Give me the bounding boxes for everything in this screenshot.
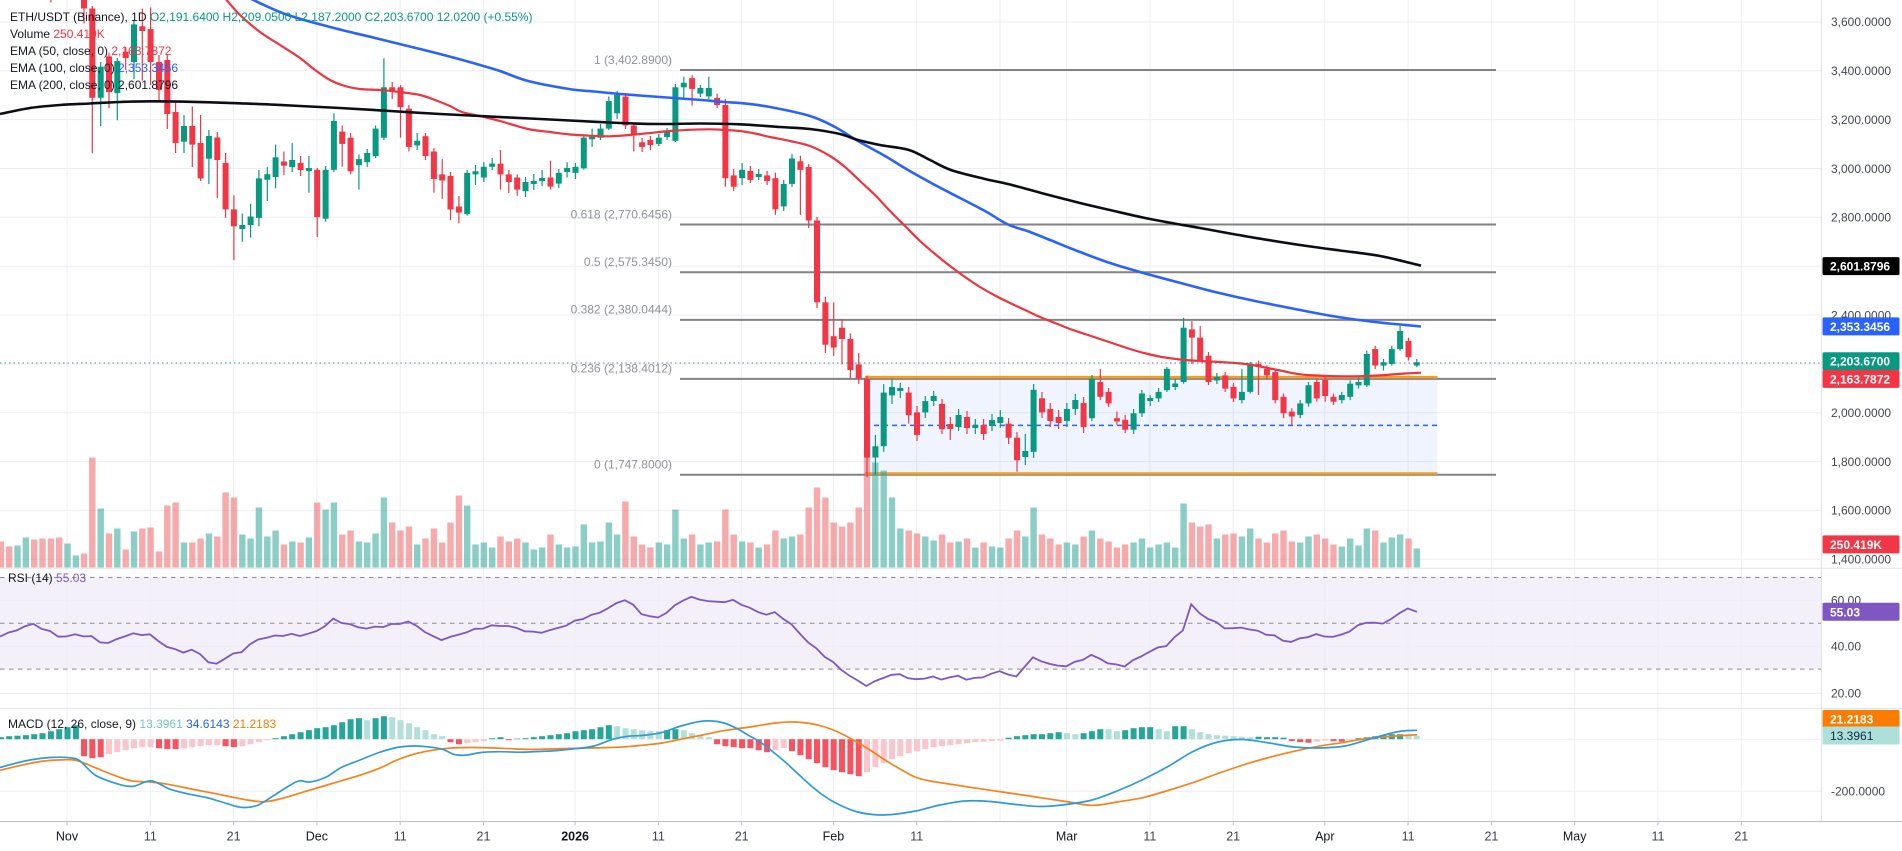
svg-text:21: 21 <box>227 830 241 844</box>
svg-text:3,000.0000: 3,000.0000 <box>1831 162 1891 176</box>
svg-text:3,400.0000: 3,400.0000 <box>1831 64 1891 78</box>
svg-text:Feb: Feb <box>823 830 845 844</box>
svg-text:ETH/USDT (Binance), 1D O2,191: ETH/USDT (Binance), 1D O2,191.6400 H2,20… <box>10 10 532 24</box>
svg-text:11: 11 <box>1652 830 1665 844</box>
svg-text:Apr: Apr <box>1315 830 1334 844</box>
svg-text:2,000.0000: 2,000.0000 <box>1831 406 1891 420</box>
svg-text:Dec: Dec <box>306 830 328 844</box>
svg-text:2,203.6700: 2,203.6700 <box>1830 355 1890 369</box>
svg-text:3,600.0000: 3,600.0000 <box>1831 15 1891 29</box>
svg-text:21: 21 <box>477 830 491 844</box>
svg-text:11: 11 <box>394 830 407 844</box>
svg-text:40.00: 40.00 <box>1831 640 1861 654</box>
svg-text:11: 11 <box>1143 830 1156 844</box>
svg-text:21.2183: 21.2183 <box>1830 713 1874 727</box>
svg-text:Mar: Mar <box>1056 830 1078 844</box>
svg-text:13.3961: 13.3961 <box>1830 729 1874 743</box>
svg-text:55.03: 55.03 <box>1830 605 1860 619</box>
svg-text:11: 11 <box>910 830 923 844</box>
svg-text:2,353.3456: 2,353.3456 <box>1830 320 1890 334</box>
svg-text:0.236 (2,138.4012): 0.236 (2,138.4012) <box>571 362 672 376</box>
svg-text:MACD (12, 26, close, 9) 13.39: MACD (12, 26, close, 9) 13.3961 34.6143 … <box>8 717 277 731</box>
svg-text:0.5 (2,575.3450): 0.5 (2,575.3450) <box>584 255 672 269</box>
svg-text:11: 11 <box>652 830 665 844</box>
svg-text:2,800.0000: 2,800.0000 <box>1831 211 1891 225</box>
svg-text:2,601.8796: 2,601.8796 <box>1830 260 1890 274</box>
svg-text:0.382 (2,380.0444): 0.382 (2,380.0444) <box>571 303 672 317</box>
svg-text:1 (3,402.8900): 1 (3,402.8900) <box>594 53 672 67</box>
svg-text:Nov: Nov <box>56 830 79 844</box>
svg-text:20.00: 20.00 <box>1831 687 1861 701</box>
svg-text:May: May <box>1563 830 1587 844</box>
svg-text:EMA (100, close, 0) 2,353.345: EMA (100, close, 0) 2,353.3456 <box>10 61 178 75</box>
svg-text:21: 21 <box>1734 830 1748 844</box>
svg-text:11: 11 <box>1402 830 1415 844</box>
svg-text:2,163.7872: 2,163.7872 <box>1830 372 1890 386</box>
svg-text:2026: 2026 <box>561 830 589 844</box>
svg-text:21: 21 <box>735 830 749 844</box>
svg-text:EMA (200, close, 0) 2,601.879: EMA (200, close, 0) 2,601.8796 <box>10 78 178 92</box>
svg-text:1,400.0000: 1,400.0000 <box>1831 553 1891 567</box>
svg-text:250.419K: 250.419K <box>1830 538 1882 552</box>
svg-text:1,800.0000: 1,800.0000 <box>1831 455 1891 469</box>
svg-text:EMA (50, close, 0) 2,163.7872: EMA (50, close, 0) 2,163.7872 <box>10 44 172 58</box>
svg-text:-200.0000: -200.0000 <box>1831 785 1885 799</box>
svg-text:0 (1,747.8000): 0 (1,747.8000) <box>594 458 672 472</box>
svg-text:21: 21 <box>1484 830 1498 844</box>
svg-text:RSI (14) 55.03: RSI (14) 55.03 <box>8 571 86 585</box>
svg-text:21: 21 <box>1226 830 1240 844</box>
svg-text:Volume 250.419K: Volume 250.419K <box>10 27 105 41</box>
svg-text:0.618 (2,770.6456): 0.618 (2,770.6456) <box>571 207 672 221</box>
svg-text:1,600.0000: 1,600.0000 <box>1831 504 1891 518</box>
svg-text:3,200.0000: 3,200.0000 <box>1831 113 1891 127</box>
svg-text:11: 11 <box>144 830 157 844</box>
